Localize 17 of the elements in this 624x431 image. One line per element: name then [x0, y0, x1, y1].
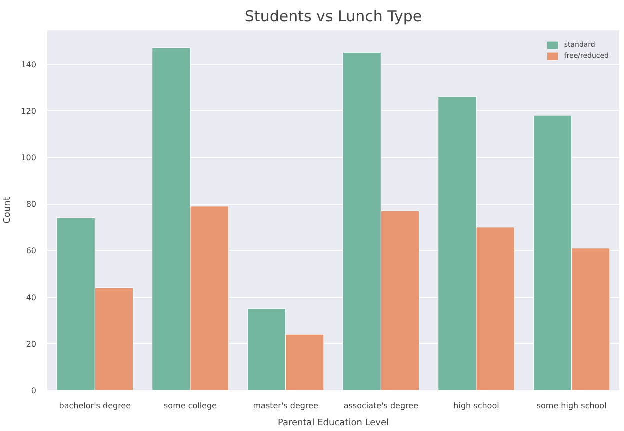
y-tick-label: 140 [21, 60, 37, 70]
chart-title: Students vs Lunch Type [244, 8, 422, 26]
y-axis-title: Count [3, 196, 14, 224]
y-tick-label: 0 [31, 386, 37, 396]
y-tick-label: 20 [26, 340, 37, 349]
x-tick-label: associate's degree [344, 402, 419, 410]
x-tick-label: some high school [536, 402, 607, 410]
y-tick-label: 80 [26, 200, 37, 210]
y-tick-label: 100 [21, 153, 37, 162]
x-tick-label: bachelor's degree [59, 402, 132, 410]
x-tick-label: high school [454, 402, 500, 410]
y-tick-label: 120 [21, 106, 37, 116]
y-tick-label: 60 [26, 246, 37, 256]
x-axis-title: Parental Education Level [278, 418, 390, 428]
y-tick-label: 40 [26, 293, 37, 302]
x-tick-label: master's degree [253, 402, 318, 410]
x-tick-label: some college [164, 402, 218, 410]
